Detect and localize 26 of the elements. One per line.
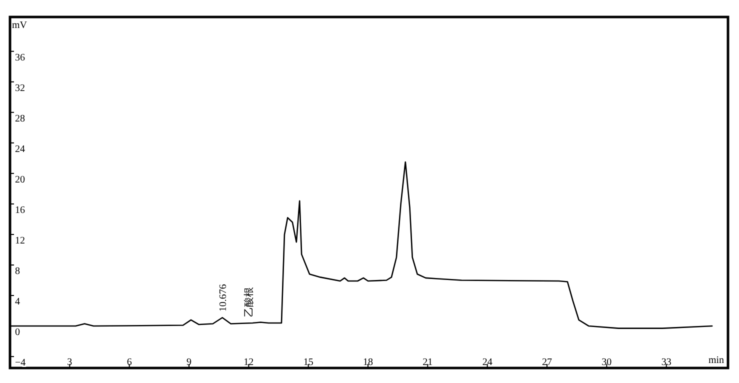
y-tick-label: 16 — [15, 204, 25, 216]
y-tick-label: 32 — [15, 82, 25, 94]
x-tick-label: 21 — [422, 357, 433, 368]
x-tick-label: 15 — [303, 357, 314, 368]
y-tick-label: 28 — [15, 113, 25, 124]
x-tick-label: 33 — [661, 357, 672, 368]
x-axis-title: min — [708, 355, 724, 366]
y-tick-label: −4 — [15, 358, 26, 369]
x-tick-label: 24 — [482, 357, 492, 368]
annotation: 10.676 — [218, 284, 229, 312]
y-tick-label: 12 — [15, 235, 25, 246]
x-tick-label: 30 — [602, 357, 612, 368]
x-tick-label: 27 — [542, 357, 552, 368]
x-tick-label: 6 — [126, 357, 132, 368]
y-tick-label: 36 — [15, 52, 25, 64]
y-tick-label: 0 — [15, 327, 20, 338]
y-tick-label: 8 — [15, 266, 20, 277]
y-tick-label: 24 — [15, 144, 25, 155]
annotation: 乙酸根 — [243, 286, 256, 317]
y-tick-label: 4 — [15, 296, 20, 308]
x-tick-label: 12 — [244, 357, 254, 368]
x-tick-label: 3 — [67, 357, 72, 368]
y-tick-label: 20 — [15, 174, 25, 186]
x-tick-label: 18 — [363, 357, 374, 368]
x-tick-label: 9 — [186, 357, 192, 368]
y-axis-title: mV — [12, 20, 28, 31]
